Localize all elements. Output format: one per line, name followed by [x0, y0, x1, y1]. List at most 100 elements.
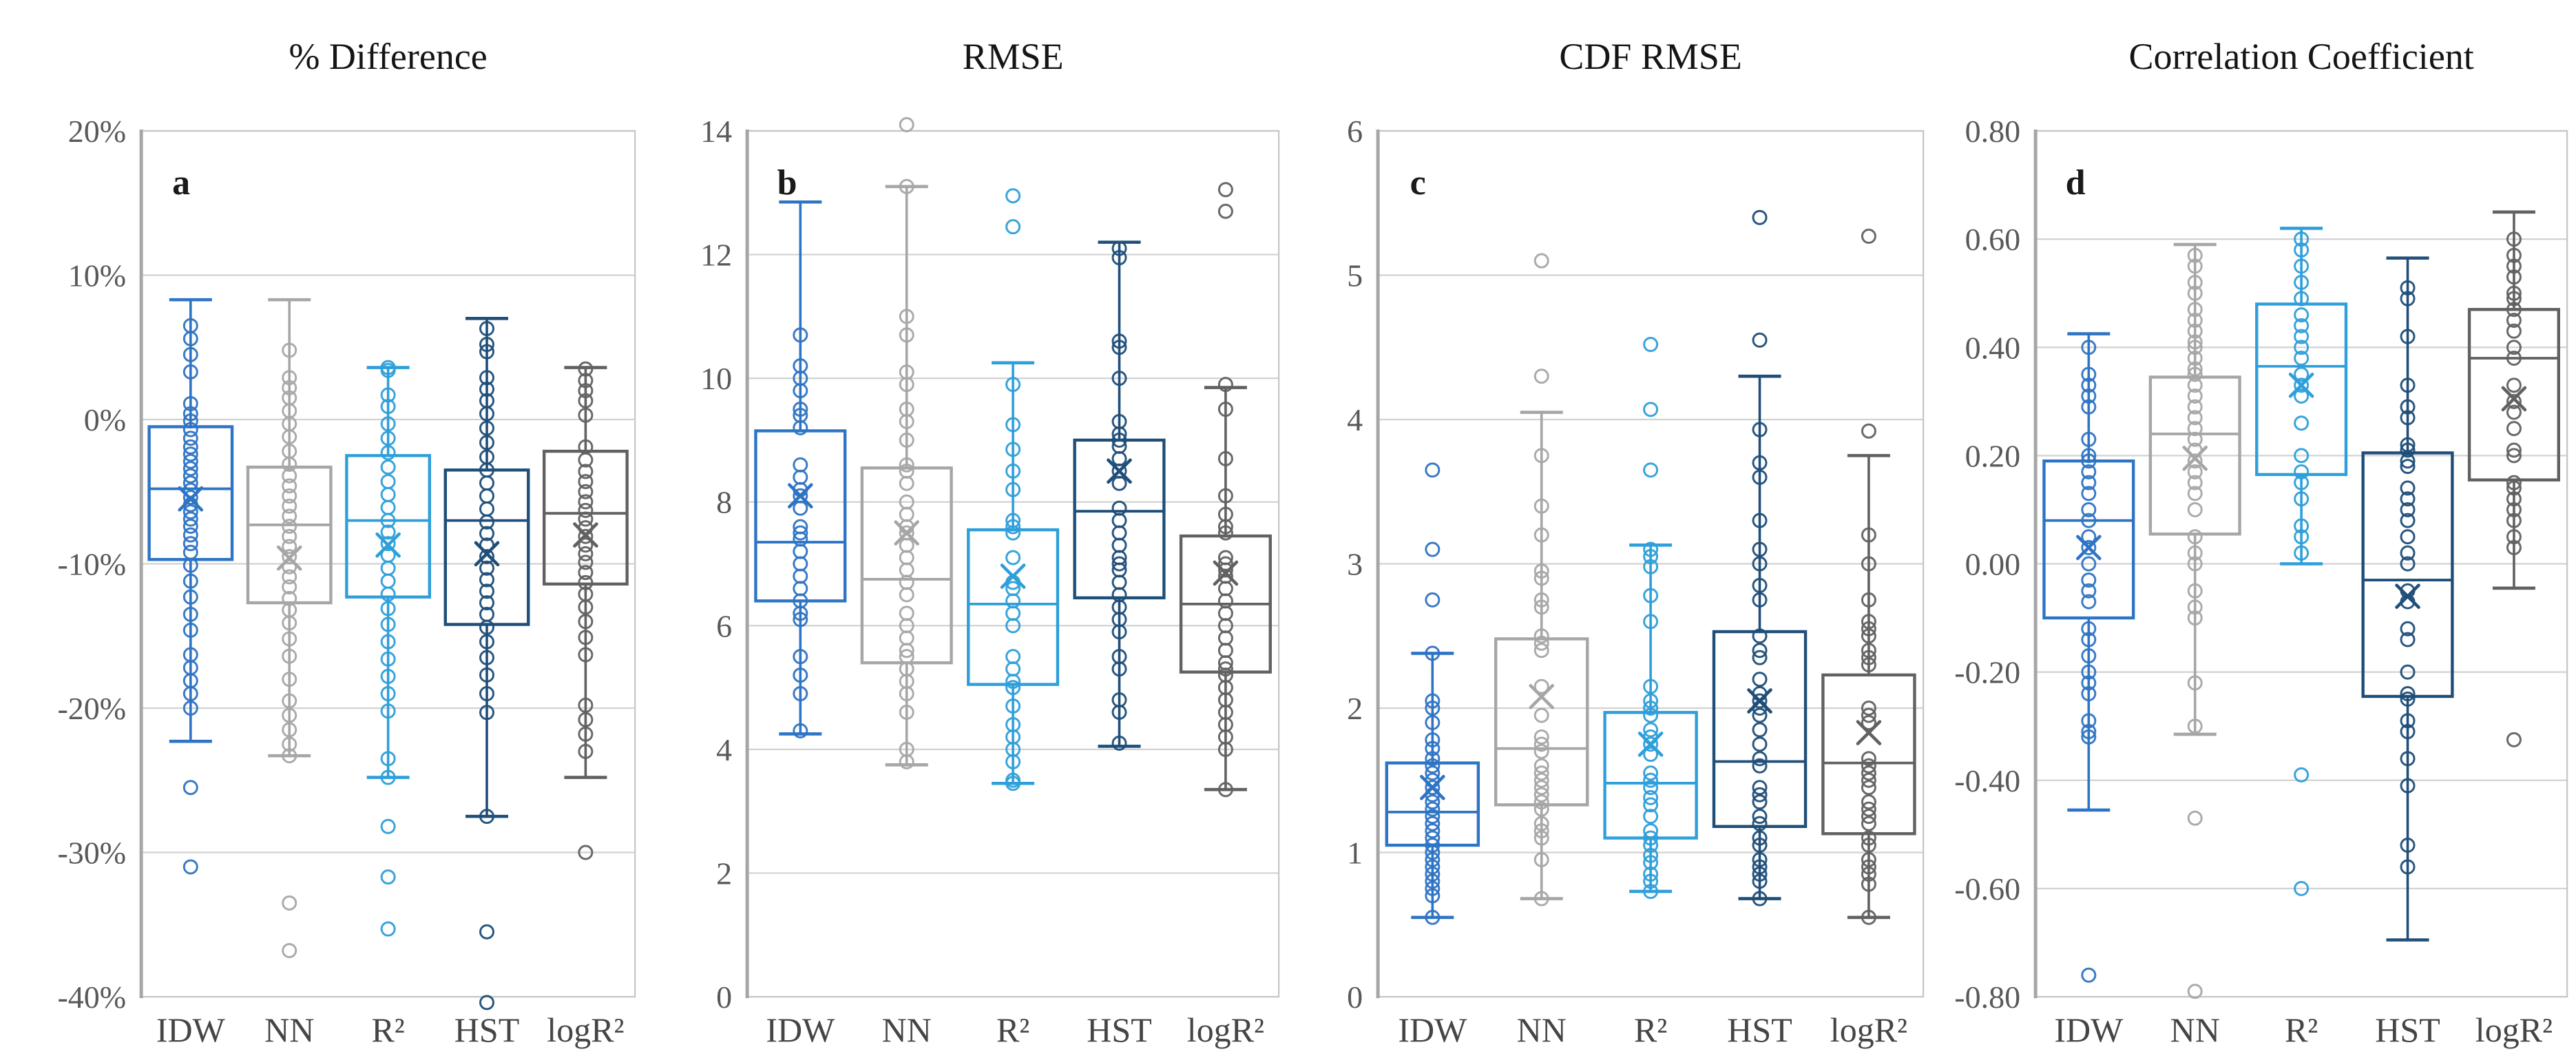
data-point: [1642, 679, 1658, 694]
data-point: [1533, 765, 1549, 781]
data-point: [182, 780, 198, 796]
ytick-label: 1: [1347, 836, 1363, 871]
data-point: [1533, 891, 1549, 907]
data-point: [380, 362, 396, 378]
data-point: [1533, 823, 1549, 839]
data-point: [899, 630, 914, 646]
data-point: [578, 494, 594, 510]
data-point: [2081, 675, 2097, 691]
data-point: [1424, 859, 1440, 875]
data-point: [1533, 628, 1549, 644]
data-point: [282, 748, 297, 764]
data-point: [1752, 851, 1768, 867]
data-point: [1642, 559, 1658, 574]
data-point: [578, 528, 594, 544]
data-point: [1111, 574, 1127, 590]
data-point: [2187, 718, 2203, 734]
data-point: [1861, 780, 1876, 796]
data-point: [2293, 448, 2309, 464]
data-point: [2400, 838, 2416, 853]
data-point: [1111, 624, 1127, 640]
data-point: [1424, 816, 1440, 831]
data-point: [578, 393, 594, 408]
ytick-label: 14: [700, 114, 732, 149]
ytick-label: 0.20: [1965, 438, 2020, 473]
data-point: [1218, 581, 1234, 597]
data-point: [578, 743, 594, 759]
data-point: [578, 383, 594, 399]
box-series-HST: [443, 317, 530, 1011]
data-point: [2293, 318, 2309, 333]
data-point: [182, 461, 198, 477]
ytick-label: -30%: [57, 836, 126, 871]
ytick-label: 4: [716, 732, 732, 767]
data-point: [1005, 674, 1021, 690]
panel-a: 20% 10% 0% -10% -20% -30% -40% % Difference a IDW…: [0, 0, 644, 1056]
data-point: [2506, 247, 2522, 263]
ytick-label: 20%: [68, 114, 126, 149]
data-point: [1752, 650, 1768, 665]
mean-marker: [2501, 386, 2526, 412]
data-point: [2400, 453, 2416, 469]
data-point: [899, 432, 914, 448]
mean-marker: [1746, 688, 1772, 714]
iqr-box: [443, 468, 530, 626]
data-point: [380, 601, 396, 617]
iqr-box: [2467, 308, 2560, 482]
data-point: [1111, 537, 1127, 553]
data-point: [1861, 556, 1876, 572]
iqr-box: [2361, 451, 2454, 698]
data-point: [793, 469, 808, 485]
ytick-label: -40%: [57, 980, 126, 1015]
data-point: [1005, 605, 1021, 621]
data-point: [1424, 794, 1440, 810]
data-point: [1424, 462, 1440, 478]
data-point: [1218, 661, 1234, 677]
data-point: [1642, 722, 1658, 738]
data-point: [2187, 258, 2203, 274]
panel-c: 6 5 4 3 2 1 0 CDF RMSE c IDW NN R² HST logR²: [1288, 0, 1932, 1056]
mean-marker: [276, 545, 302, 571]
data-point: [182, 439, 198, 455]
xtick-label-IDW: IDW: [1398, 1011, 1467, 1049]
mean-marker: [788, 483, 813, 509]
data-point: [1005, 442, 1021, 457]
data-point: [1752, 455, 1768, 470]
data-point: [1005, 377, 1021, 393]
data-point: [2506, 350, 2522, 366]
data-point: [2293, 350, 2309, 366]
data-point: [2081, 648, 2097, 664]
data-point: [479, 514, 495, 530]
data-point: [2081, 377, 2097, 393]
data-point: [282, 508, 297, 524]
iqr-box: [542, 449, 629, 586]
panel-title: RMSE: [963, 36, 1064, 77]
data-point: [479, 995, 495, 1011]
data-point: [2293, 291, 2309, 307]
data-point: [2187, 388, 2203, 404]
data-point: [2187, 399, 2203, 415]
data-point: [2081, 453, 2097, 469]
data-point: [182, 544, 198, 560]
data-point: [793, 667, 808, 683]
data-point: [1005, 525, 1021, 541]
data-point: [2293, 415, 2309, 431]
data-point: [1533, 758, 1549, 774]
data-point: [2187, 247, 2203, 263]
ytick-label: 10: [700, 361, 732, 396]
data-point: [1533, 369, 1549, 384]
data-point: [2187, 323, 2203, 339]
data-point: [479, 650, 495, 665]
xtick-label-R²: R²: [1633, 1011, 1666, 1049]
data-point: [182, 686, 198, 702]
data-point: [899, 413, 914, 429]
data-point: [1861, 228, 1876, 244]
data-point: [1642, 823, 1658, 839]
mean-marker: [1213, 560, 1239, 586]
xtick-label-logR²: logR²: [547, 1011, 624, 1049]
data-point: [2187, 556, 2203, 572]
data-point: [1533, 830, 1549, 846]
data-point: [899, 457, 914, 473]
data-point: [2187, 453, 2203, 469]
data-point: [1424, 888, 1440, 904]
